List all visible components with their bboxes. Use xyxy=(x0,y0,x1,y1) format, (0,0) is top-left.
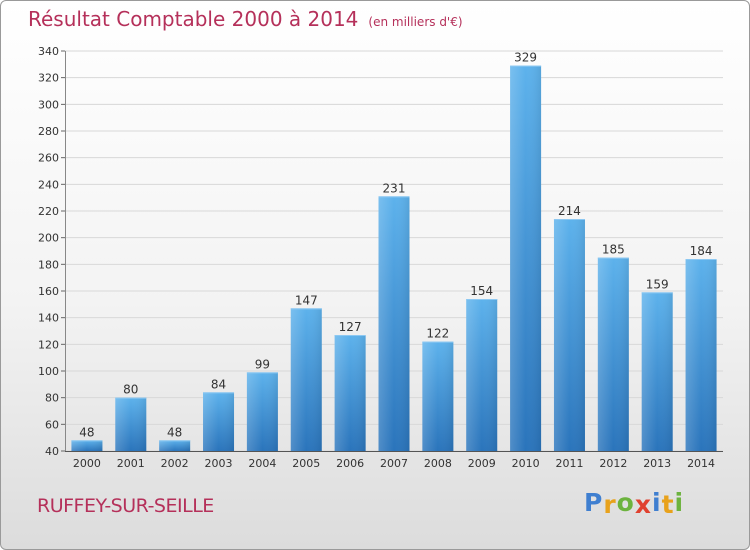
chart-unit: (en milliers d'€) xyxy=(368,15,463,29)
x-axis-ticks: 2000 2001 2002 2003 2004 2005 2006 2007 2008 2009… xyxy=(73,457,715,470)
bar-shine xyxy=(641,292,673,451)
bar-value-label: 80 xyxy=(123,383,138,397)
bar-value-label: 127 xyxy=(339,320,362,334)
y-tick-label: 100 xyxy=(38,365,59,378)
x-tick-label: 2009 xyxy=(468,457,496,470)
y-tick-label: 80 xyxy=(45,392,59,405)
bar-value-label: 231 xyxy=(383,181,406,195)
y-tick-label: 240 xyxy=(38,178,59,191)
bar-shine xyxy=(553,219,585,451)
brand-letter: x xyxy=(634,490,652,519)
y-axis-ticks: 40 60 80 100 120 140 160 180 200 220 240 260 280 300 3… xyxy=(38,45,65,458)
commune-name: RUFFEY-SUR-SEILLE xyxy=(37,495,214,517)
x-tick-label: 2011 xyxy=(555,457,583,470)
x-tick-label: 2012 xyxy=(599,457,627,470)
bar-shine xyxy=(159,440,191,451)
bar-value-label: 99 xyxy=(255,357,270,371)
bar-shine xyxy=(334,335,366,451)
brand-letter: o xyxy=(616,488,635,517)
axes xyxy=(65,51,723,452)
y-tick-label: 200 xyxy=(38,232,59,245)
y-tick-label: 220 xyxy=(38,205,59,218)
x-tick-label: 2014 xyxy=(687,457,715,470)
data-labels: 48 80 48 84 99 147 127 231 122 154 329 214 185 159 184 xyxy=(79,51,712,440)
brand-letter: i xyxy=(652,488,662,517)
y-tick-label: 320 xyxy=(38,72,59,85)
x-tick-label: 2000 xyxy=(73,457,101,470)
x-tick-label: 2001 xyxy=(117,457,145,470)
bar-value-label: 214 xyxy=(558,204,581,218)
y-tick-label: 60 xyxy=(45,418,59,431)
bar-shine xyxy=(115,397,147,451)
bar-value-label: 329 xyxy=(514,51,537,65)
bar-shine xyxy=(71,440,103,451)
bar-value-label: 122 xyxy=(426,327,449,341)
y-tick-label: 260 xyxy=(38,152,59,165)
bar-value-label: 48 xyxy=(167,425,182,439)
bar-shine xyxy=(203,392,235,451)
x-tick-label: 2007 xyxy=(380,457,408,470)
x-tick-label: 2013 xyxy=(643,457,671,470)
chart-title-line: Résultat Comptable 2000 à 2014 (en millie… xyxy=(28,7,463,31)
bar-value-label: 159 xyxy=(646,277,669,291)
brand-letter: i xyxy=(674,488,685,517)
chart-title: Résultat Comptable 2000 à 2014 xyxy=(28,7,359,31)
bar-shine xyxy=(466,299,498,451)
bar-shine xyxy=(246,372,278,451)
x-tick-label: 2006 xyxy=(336,457,364,470)
y-tick-label: 280 xyxy=(38,125,59,138)
bar-shine xyxy=(685,259,717,451)
bar-shine xyxy=(422,341,454,451)
proxiti-logo: Proxiti xyxy=(584,488,685,519)
bar-shine xyxy=(510,65,542,452)
y-tick-label: 120 xyxy=(38,338,59,351)
y-tick-label: 300 xyxy=(38,98,59,111)
bar-value-label: 48 xyxy=(79,425,94,439)
y-tick-label: 160 xyxy=(38,285,59,298)
bar-value-label: 84 xyxy=(211,377,226,391)
y-tick-label: 40 xyxy=(45,445,59,458)
bars xyxy=(71,65,717,452)
brand-letter: r xyxy=(603,490,617,519)
x-tick-label: 2002 xyxy=(161,457,189,470)
y-tick-label: 140 xyxy=(38,312,59,325)
brand-letter: P xyxy=(584,488,604,517)
bar-value-label: 184 xyxy=(690,244,713,258)
bar-shine xyxy=(290,308,322,451)
bar-value-label: 154 xyxy=(470,284,493,298)
brand-letter: t xyxy=(661,490,675,519)
bar-shine xyxy=(378,196,410,451)
x-tick-label: 2004 xyxy=(248,457,276,470)
x-tick-label: 2008 xyxy=(424,457,452,470)
y-tick-label: 180 xyxy=(38,258,59,271)
x-tick-label: 2005 xyxy=(292,457,320,470)
x-tick-label: 2010 xyxy=(512,457,540,470)
bar-value-label: 147 xyxy=(295,293,318,307)
x-tick-label: 2003 xyxy=(205,457,233,470)
y-tick-label: 340 xyxy=(38,45,59,58)
bar-shine xyxy=(597,257,629,451)
bar-value-label: 185 xyxy=(602,243,625,257)
